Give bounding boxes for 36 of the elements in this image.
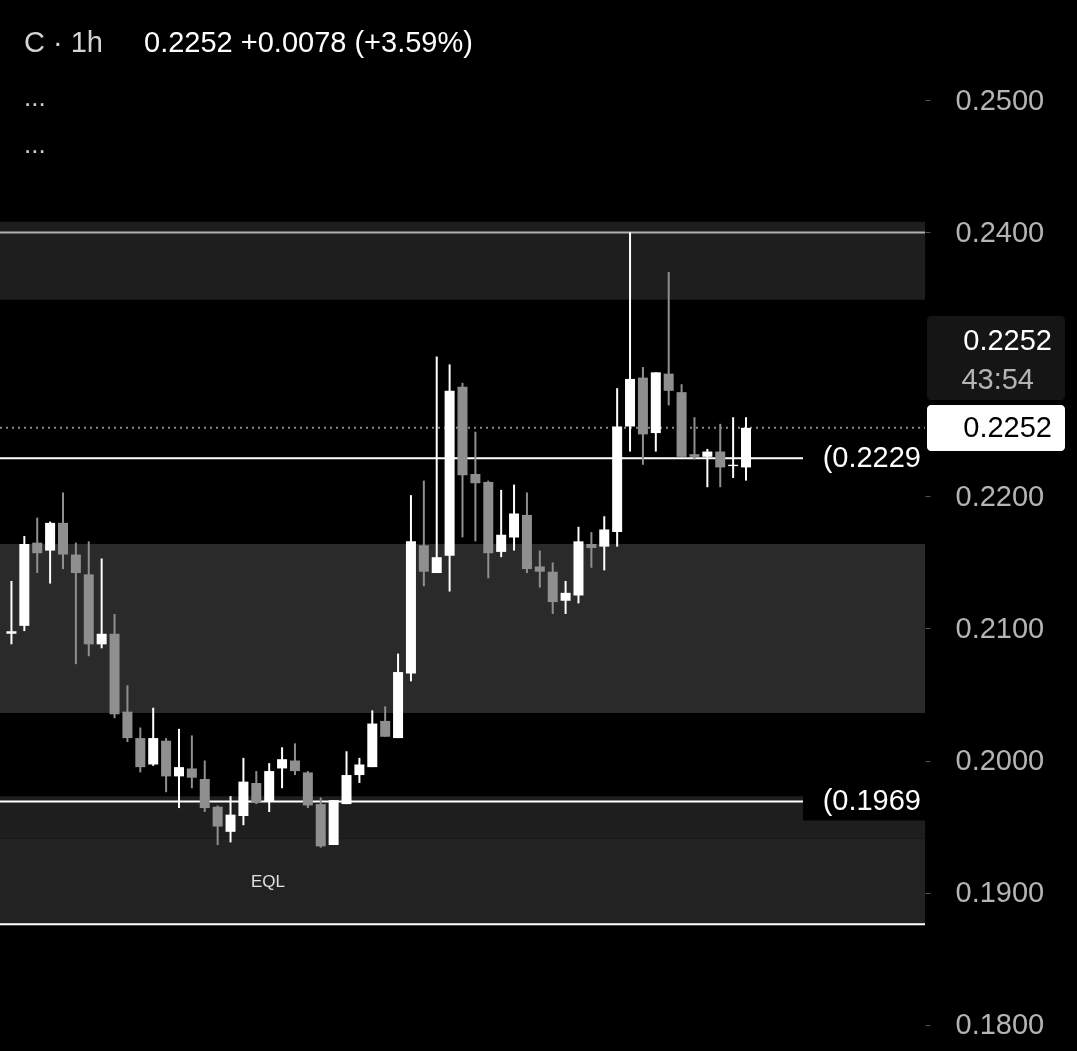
annotation: ... [24, 129, 46, 159]
annotation: EQL [250, 872, 286, 891]
text: 0.2252 +0.0078 (+3.59%) [144, 26, 473, 58]
candlestick [251, 770, 262, 806]
ref-line-label: (0.2229 [822, 441, 921, 474]
y-tick-label: 0.1800 [955, 1008, 1045, 1041]
candlestick [186, 734, 197, 790]
y-tick-label: 0.2200 [955, 479, 1045, 512]
candlestick [32, 516, 43, 575]
candlestick [354, 756, 365, 784]
candlestick [496, 488, 507, 559]
candlestick [560, 579, 571, 615]
candlestick [6, 579, 17, 646]
candlestick [212, 804, 223, 847]
candlestick [534, 549, 545, 589]
candlestick [277, 746, 288, 790]
candlestick [470, 430, 481, 543]
y-tick-label: 0.2500 [955, 83, 1045, 116]
annotation: ... [24, 82, 46, 112]
candlestick [289, 742, 300, 777]
y-tick-label: 0.2000 [955, 744, 1045, 777]
text: 43:54 [961, 363, 1034, 395]
y-tick-label: 0.2100 [955, 611, 1045, 644]
candlestick [70, 541, 81, 666]
y-tick-label: 0.1900 [955, 876, 1045, 909]
text: C · 1h [24, 26, 103, 58]
candlestick [586, 531, 597, 569]
ref-line-label: (0.1969 [822, 784, 921, 817]
text: 0.2252 [963, 411, 1052, 443]
candlestick [380, 705, 391, 738]
candlestick [96, 557, 107, 650]
candlestick [663, 270, 674, 407]
candlestick [599, 515, 610, 572]
candlestick [509, 483, 520, 552]
y-tick-label: 0.2400 [955, 215, 1045, 248]
text: 0.2252 [963, 324, 1052, 356]
